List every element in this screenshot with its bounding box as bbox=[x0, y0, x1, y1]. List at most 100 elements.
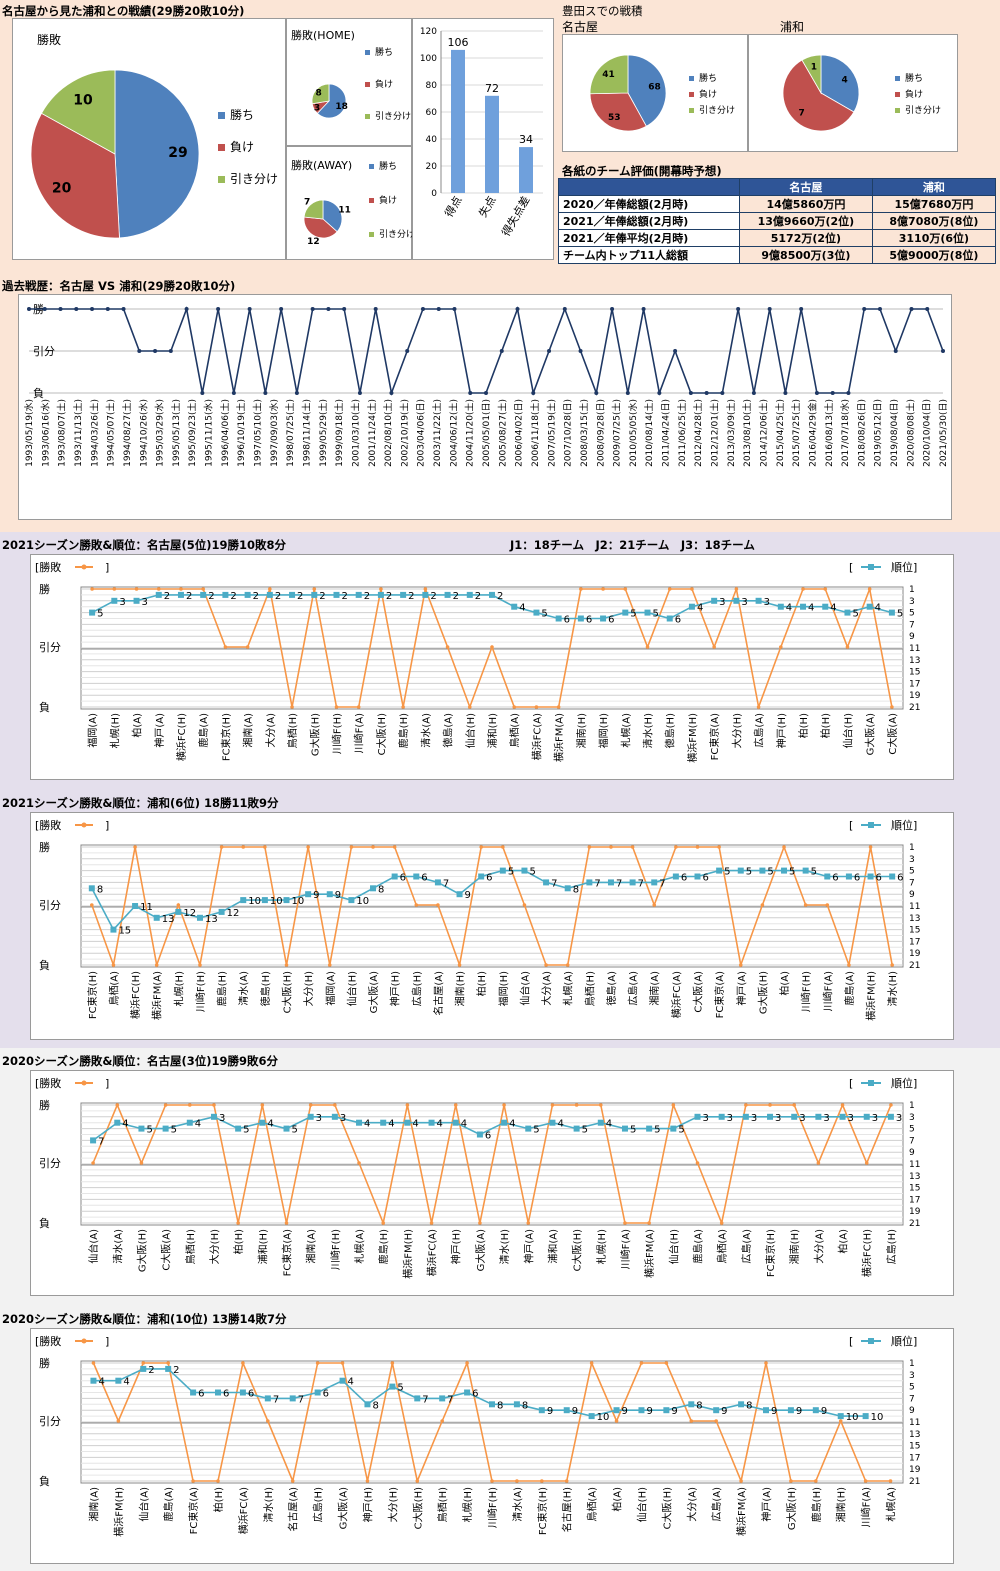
rank-point bbox=[607, 879, 614, 886]
bar-value-label: 72 bbox=[485, 82, 499, 95]
rank-point bbox=[311, 591, 318, 598]
rank-data-label: 10 bbox=[248, 896, 261, 907]
season-u2020-panel: [勝敗][順位] 1 3 5 7 9 11 13 15 17 19 21 勝引分負 4 4 2 2 6 6 6 7 7 6 4… bbox=[30, 1328, 954, 1564]
x-match-label: 鳥栖(H) bbox=[286, 713, 299, 748]
rank-point bbox=[114, 1119, 121, 1126]
x-match-label: 柏(A) bbox=[611, 1487, 624, 1512]
x-date-label: 2004/06/12(土) bbox=[447, 399, 459, 467]
rank-data-label: 3 bbox=[775, 1113, 781, 1124]
result-point bbox=[187, 1103, 192, 1107]
rank-point bbox=[404, 1119, 411, 1126]
rank-data-label: 7 bbox=[98, 1136, 104, 1147]
rank-data-label: 9 bbox=[335, 890, 341, 901]
rank-point bbox=[791, 1113, 798, 1120]
result-point bbox=[695, 845, 700, 849]
eval-header-cell: 浦和 bbox=[871, 178, 997, 196]
rank-point bbox=[464, 1389, 471, 1396]
result-point bbox=[767, 307, 772, 311]
eval-row-label: チーム内トップ11人総額 bbox=[558, 246, 740, 264]
pie-value-label: 10 bbox=[73, 93, 93, 109]
result-point bbox=[479, 845, 483, 849]
toyota-title: 豊田スでの戦積 bbox=[562, 4, 643, 18]
x-date-label: 2021/05/30(日) bbox=[938, 399, 949, 467]
x-date-label: 2017/07/18(水) bbox=[839, 399, 851, 467]
rank-data-label: 10 bbox=[846, 1412, 859, 1423]
rank-point bbox=[377, 591, 384, 598]
result-point bbox=[789, 1479, 793, 1483]
rank-point bbox=[444, 591, 451, 598]
rank-point bbox=[597, 1119, 604, 1126]
x-match-label: 徳島(H) bbox=[259, 971, 272, 1006]
rank-data-label: 3 bbox=[872, 1113, 878, 1124]
pie-value-label: 20 bbox=[52, 180, 72, 196]
legend-rank-marker bbox=[868, 564, 874, 570]
x-match-label: 横浜FC(A) bbox=[426, 1229, 439, 1276]
result-point bbox=[768, 1103, 772, 1107]
x-match-label: 湘南(A) bbox=[242, 713, 255, 748]
rank-tick-label: 9 bbox=[909, 1406, 915, 1416]
legend-result-marker bbox=[81, 1080, 87, 1086]
rank-data-label: 8 bbox=[696, 1400, 702, 1411]
rank-data-label: 10 bbox=[597, 1412, 610, 1423]
rank-data-label: 4 bbox=[123, 1377, 129, 1388]
rank-point bbox=[555, 615, 562, 622]
rank-tick-label: 7 bbox=[909, 1136, 915, 1146]
result-point bbox=[803, 903, 808, 907]
result-point bbox=[268, 587, 272, 591]
x-match-label: 札幌(A) bbox=[562, 971, 575, 1006]
result-point bbox=[315, 1361, 320, 1365]
result-point bbox=[816, 1161, 821, 1165]
x-match-label: 仙台(H) bbox=[345, 971, 358, 1006]
x-match-label: 鹿島(A) bbox=[843, 971, 856, 1006]
x-date-label: 1995/11/15(水) bbox=[203, 399, 215, 467]
eval-header-cell: 名古屋 bbox=[739, 178, 873, 196]
pie-slice bbox=[303, 216, 338, 239]
rank-data-label: 6 bbox=[854, 873, 860, 884]
x-category-label: 得失点差 bbox=[498, 194, 532, 239]
result-point bbox=[639, 1361, 644, 1365]
result-point bbox=[381, 1221, 386, 1225]
result-point bbox=[334, 705, 339, 709]
rank-data-label: 4 bbox=[267, 1119, 273, 1130]
rank-data-label: 2 bbox=[230, 591, 236, 602]
y-result-label: 負 bbox=[39, 701, 50, 714]
result-point bbox=[840, 1103, 845, 1107]
eval-cell: 13億9660万(2位) bbox=[739, 212, 873, 230]
legend-swatch bbox=[895, 76, 900, 81]
away-pie-title: 勝敗(AWAY) bbox=[291, 159, 353, 172]
result-point bbox=[290, 1479, 295, 1483]
legend-swatch bbox=[218, 112, 225, 119]
result-point bbox=[414, 903, 419, 907]
pie-value-label: 3 bbox=[314, 104, 320, 114]
rank-point bbox=[781, 867, 788, 874]
x-match-label: 清水(H) bbox=[498, 1229, 511, 1264]
rank-point bbox=[355, 591, 362, 598]
x-date-label: 2001/11/24(土) bbox=[366, 399, 378, 467]
rank-point bbox=[333, 591, 340, 598]
rank-data-label: 5 bbox=[654, 1125, 660, 1136]
result-point bbox=[27, 307, 31, 311]
y-tick-label: 20 bbox=[426, 162, 438, 172]
x-match-label: 湘南(H) bbox=[454, 971, 467, 1006]
x-match-label: 鹿島(A) bbox=[162, 1487, 175, 1522]
rank-data-label: 3 bbox=[848, 1113, 854, 1124]
result-point bbox=[284, 1221, 289, 1225]
rank-data-label: 5 bbox=[630, 609, 636, 620]
pie-value-label: 8 bbox=[316, 88, 322, 98]
rank-data-label: 6 bbox=[832, 873, 838, 884]
x-date-label: 2002/10/19(土) bbox=[398, 399, 410, 467]
rank-data-label: 4 bbox=[461, 1119, 467, 1130]
result-point bbox=[154, 963, 159, 967]
rank-point bbox=[867, 873, 874, 880]
rank-point bbox=[389, 1383, 396, 1390]
result-point bbox=[779, 645, 783, 649]
rank-point bbox=[434, 879, 441, 886]
result-point bbox=[390, 1361, 395, 1365]
rank-tick-label: 19 bbox=[909, 949, 921, 959]
result-point bbox=[156, 587, 161, 591]
eval-cell: 5172万(2位) bbox=[739, 229, 873, 247]
x-match-label: 神戸(A) bbox=[153, 713, 166, 748]
rank-data-label: 2 bbox=[453, 591, 459, 602]
rank-data-label: 13 bbox=[205, 914, 218, 925]
